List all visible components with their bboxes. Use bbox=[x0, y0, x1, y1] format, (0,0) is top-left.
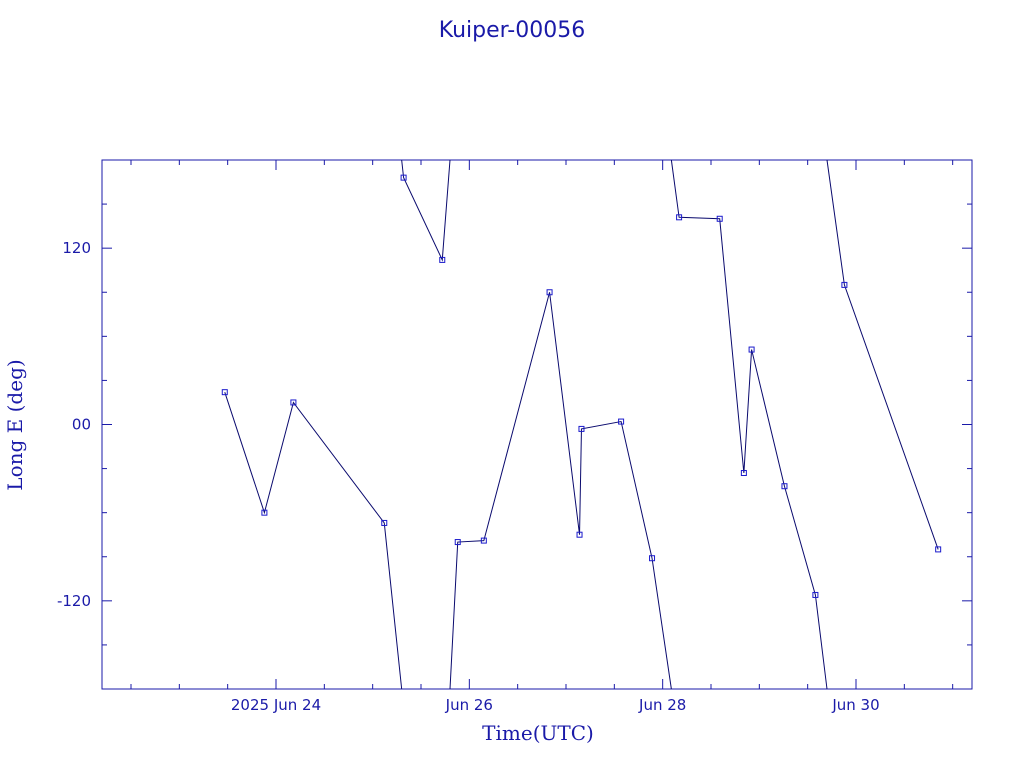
x-tick-label: Jun 30 bbox=[831, 696, 879, 714]
data-point bbox=[935, 546, 942, 553]
data-point bbox=[748, 346, 755, 353]
data-point bbox=[781, 483, 788, 490]
series-line bbox=[401, 159, 451, 262]
data-point bbox=[841, 281, 848, 288]
y-tick-label: 120 bbox=[62, 239, 91, 257]
axis-ticks bbox=[102, 160, 972, 689]
plot-area bbox=[101, 159, 973, 690]
data-point bbox=[812, 591, 819, 598]
data-point bbox=[716, 215, 723, 222]
data-point bbox=[400, 174, 407, 181]
x-tick-label: Jun 28 bbox=[638, 696, 686, 714]
data-point bbox=[290, 399, 297, 406]
y-tick-labels: -120 00 120 bbox=[57, 239, 91, 610]
data-point bbox=[649, 555, 656, 562]
y-tick-label: -120 bbox=[57, 592, 91, 610]
data-point bbox=[439, 256, 446, 263]
series-line bbox=[224, 392, 403, 690]
x-axis-label: Time(UTC) bbox=[482, 721, 594, 745]
data-point bbox=[740, 469, 747, 476]
data-point bbox=[546, 289, 553, 296]
plot-frame bbox=[101, 159, 973, 690]
data-point bbox=[576, 531, 583, 538]
series-line bbox=[449, 292, 672, 690]
data-point bbox=[221, 389, 228, 396]
series-line bbox=[670, 159, 828, 690]
x-tick-label: 2025 Jun 24 bbox=[231, 696, 321, 714]
data-point bbox=[676, 214, 683, 221]
data-point bbox=[480, 537, 487, 544]
data-point bbox=[381, 519, 388, 526]
data-point bbox=[578, 425, 585, 432]
y-tick-label: 00 bbox=[72, 416, 91, 434]
data-point bbox=[261, 509, 268, 516]
x-tick-label: Jun 26 bbox=[445, 696, 493, 714]
series-line bbox=[826, 159, 939, 550]
data-point bbox=[454, 539, 461, 546]
chart-title: Kuiper-00056 bbox=[439, 18, 585, 43]
y-axis-label: Long E (deg) bbox=[3, 359, 27, 490]
data-series bbox=[221, 159, 942, 690]
data-point bbox=[618, 418, 625, 425]
